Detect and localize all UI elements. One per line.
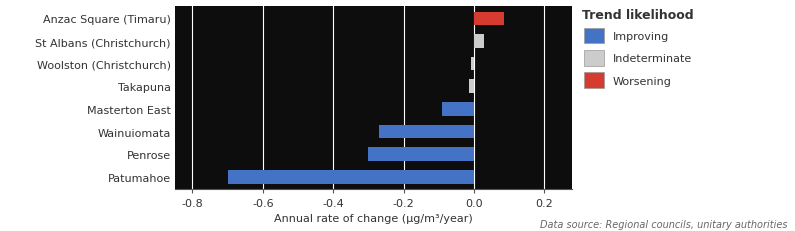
Text: Data source: Regional councils, unitary authorities: Data source: Regional councils, unitary … <box>540 219 787 229</box>
Bar <box>468 80 474 94</box>
Bar <box>471 58 474 71</box>
X-axis label: Annual rate of change (μg/m³/year): Annual rate of change (μg/m³/year) <box>274 213 473 223</box>
Bar <box>227 170 474 184</box>
Bar <box>368 148 474 161</box>
Bar <box>474 12 504 26</box>
Bar <box>442 103 474 116</box>
Bar <box>474 35 484 49</box>
Legend: Improving, Indeterminate, Worsening: Improving, Indeterminate, Worsening <box>582 9 693 89</box>
Bar <box>379 125 474 139</box>
